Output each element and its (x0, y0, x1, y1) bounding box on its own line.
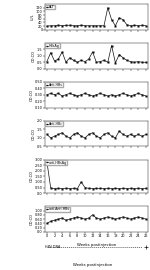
X-axis label: Weeks postinjection: Weeks postinjection (77, 242, 116, 247)
Legend: anti-HBsAg: anti-HBsAg (45, 160, 67, 165)
Text: HBV DNA: HBV DNA (45, 245, 60, 249)
Y-axis label: OD:CO: OD:CO (29, 89, 33, 101)
Text: Weeks postinjection: Weeks postinjection (73, 263, 113, 267)
Y-axis label: OD:CO: OD:CO (29, 170, 33, 182)
Y-axis label: OD:CO: OD:CO (32, 128, 36, 140)
Legend: Anti-HBs: Anti-HBs (45, 82, 63, 87)
Y-axis label: OD:CO: OD:CO (29, 213, 33, 225)
Y-axis label: OD:CO: OD:CO (32, 50, 36, 62)
Legend: HBsAg: HBsAg (45, 43, 60, 48)
Y-axis label: IU/L: IU/L (30, 14, 34, 20)
Legend: anti-Anti-HBs: anti-Anti-HBs (45, 207, 70, 212)
Legend: Anti-HBc: Anti-HBc (45, 121, 63, 126)
Legend: ALT: ALT (45, 5, 55, 9)
